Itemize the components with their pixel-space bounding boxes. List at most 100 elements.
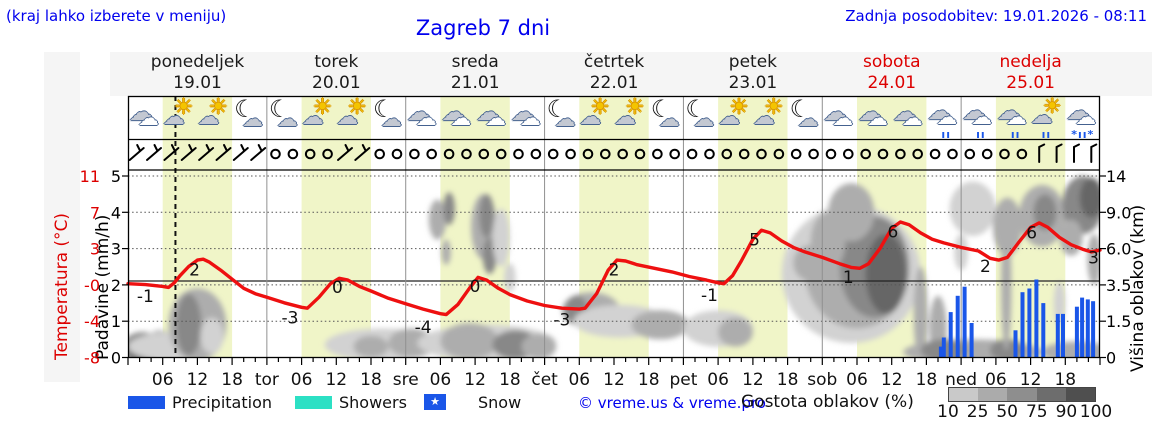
density-segment [949, 388, 979, 401]
temperature-line [126, 220, 1102, 317]
snow-legend-label: Snow [478, 393, 522, 412]
density-tick-label: 25 [966, 402, 989, 422]
density-tick-label: 50 [996, 402, 1019, 422]
wind-calm-icon [582, 148, 594, 160]
x-hour-label: 12 [881, 370, 903, 390]
x-hour-label: 18 [638, 370, 660, 390]
x-hour-label: 18 [916, 370, 938, 390]
density-tick-label: 75 [1025, 402, 1048, 422]
x-hour-label: 18 [221, 370, 243, 390]
temp-tick-label: 11 [80, 167, 100, 186]
wind-calm-icon [877, 148, 889, 160]
precip-bar [1034, 279, 1039, 358]
temp-value-label: -1 [701, 286, 718, 306]
weather-icon-suncloud: ☀ ☁ [197, 95, 229, 130]
cloud-density-label: Gostota oblakov (%) [741, 392, 914, 412]
day-date: 21.01 [450, 73, 500, 93]
wind-barb-icon [232, 144, 249, 161]
menu-hint: (kraj lahko izberete v meniju) [6, 7, 227, 25]
day-name: torek [314, 52, 359, 72]
wind-calm-icon [721, 148, 733, 160]
x-day-abbrev: sob [807, 370, 837, 390]
day-header-petek: petek 23.01 [683, 52, 822, 94]
weather-icon-cloud: ☁ ☁ [510, 98, 541, 130]
temp-value-label: 0 [470, 277, 481, 297]
precip-bar [1080, 297, 1085, 358]
temp-tick-label: -4 [84, 312, 100, 331]
weather-icon-rain: ☁ ☁ ıı [996, 97, 1027, 141]
weather-icon-sunshower: ☀ ☁ ıı [1030, 94, 1062, 141]
day-header-sreda: sreda 21.01 [406, 52, 545, 94]
wind-calm-icon [426, 148, 438, 160]
wind-calm-icon [634, 148, 646, 160]
weather-icon-suncloud: ☀ ☁ [301, 95, 333, 130]
cloud-tick-label: 6.0 [1106, 240, 1131, 259]
wind-calm-icon [391, 148, 403, 160]
x-hour-label: 06 [846, 370, 868, 390]
day-header-četrtek: četrtek 22.01 [545, 52, 684, 94]
temp-value-label: -3 [553, 311, 570, 331]
precip-bar [1020, 292, 1025, 358]
day-date: 24.01 [867, 73, 917, 93]
wind-calm-icon [999, 148, 1010, 160]
x-hour-label: 06 [707, 370, 729, 390]
x-hour-label: 18 [1054, 370, 1076, 390]
wind-calm-icon [669, 148, 681, 160]
wind-calm-icon [617, 148, 629, 160]
wind-calm-icon [287, 148, 299, 160]
precip-bar [941, 337, 946, 358]
x-hour-label: 12 [1020, 370, 1042, 390]
day-date: 22.01 [589, 73, 639, 93]
weather-icon-suncloud: ☀ ☁ [752, 95, 784, 130]
wind-calm-icon [895, 148, 906, 160]
weather-icon-mooncloud: ☾ ☁ [685, 95, 715, 131]
cloud-density-scale [948, 387, 1096, 402]
wind-calm-icon [304, 148, 316, 160]
precip-bar [1041, 303, 1046, 358]
day-header-sobota: sobota 24.01 [822, 52, 961, 94]
wind-barb-icon [1073, 143, 1080, 163]
precip-bar [938, 346, 943, 358]
wind-calm-icon [929, 148, 941, 160]
wind-calm-icon [773, 148, 785, 160]
wind-calm-icon [790, 148, 802, 160]
x-hour-label: 12 [603, 370, 625, 390]
day-name: ponedeljek [150, 52, 245, 72]
temp-tick-label: 3 [90, 240, 100, 259]
day-header-nedelja: nedelja 25.01 [961, 52, 1100, 94]
temp-value-label: 6 [887, 222, 898, 242]
precip-bar [1085, 299, 1090, 358]
precip-bar [955, 295, 960, 358]
weather-icon-sleet: ☁ ☁ *ıı* [1066, 97, 1097, 141]
wind-calm-icon [912, 148, 924, 160]
day-name: sreda [451, 52, 499, 72]
weather-icon-suncloud: ☀ ☁ [579, 95, 611, 130]
weather-icon-mooncloud: ☾ ☁ [789, 95, 819, 131]
wind-calm-icon [843, 148, 854, 160]
wind-calm-icon [322, 148, 333, 160]
temp-value-label: 2 [189, 261, 200, 281]
density-tick-label: 10 [937, 402, 959, 422]
x-day-abbrev: ned [945, 370, 977, 390]
day-name: nedelja [999, 52, 1062, 72]
left-gutter [44, 52, 80, 382]
x-hour-label: 06 [291, 370, 313, 390]
x-hour-label: 12 [742, 370, 764, 390]
copyright-link[interactable]: © vreme.us & vreme.pro [578, 394, 766, 412]
wind-calm-icon [652, 148, 663, 160]
wind-calm-icon [704, 148, 715, 160]
x-day-abbrev: čet [531, 370, 558, 390]
wind-calm-icon [530, 148, 542, 160]
precip-bar [969, 323, 974, 358]
day-header-ponedeljek: ponedeljek 19.01 [128, 52, 267, 94]
x-hour-label: 06 [568, 370, 590, 390]
showers-legend-label: Showers [339, 393, 407, 412]
temp-value-label: 5 [749, 231, 760, 251]
weather-icon-suncloud: ☀ ☁ [336, 95, 368, 130]
wind-calm-icon [478, 148, 490, 160]
temp-value-label: -1 [137, 287, 154, 307]
wind-barb-icon [198, 144, 215, 161]
density-tick-label: 100 [1079, 402, 1113, 422]
x-hour-label: 18 [777, 370, 799, 390]
